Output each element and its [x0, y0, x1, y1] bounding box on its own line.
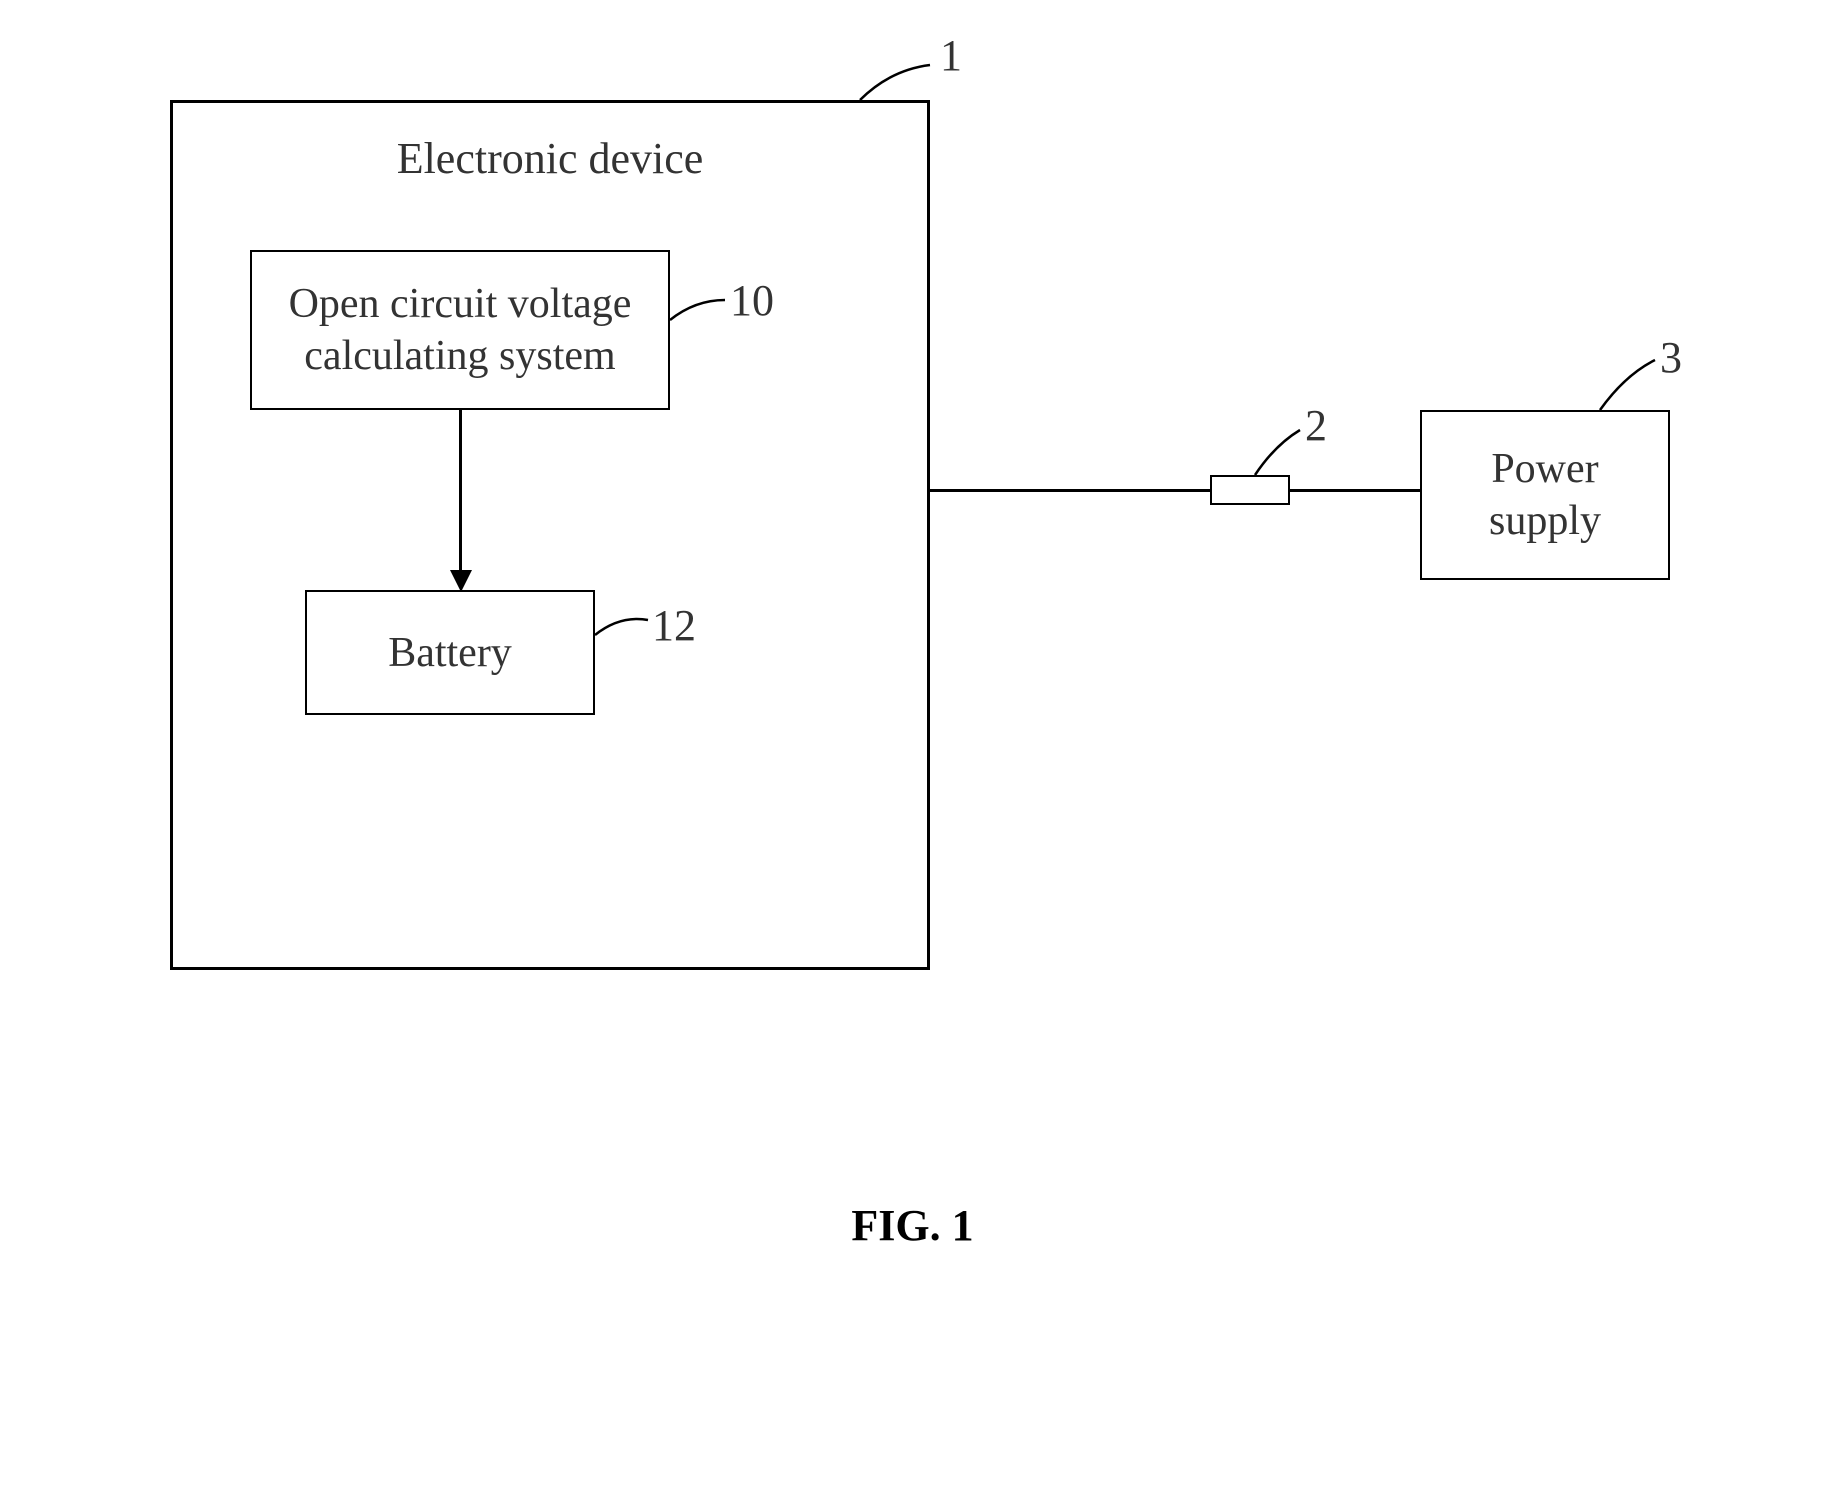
figure-caption: FIG. 1	[0, 1200, 1825, 1251]
leader-lines	[170, 30, 1770, 1030]
ref-label-3: 3	[1660, 332, 1682, 383]
ref-label-12: 12	[652, 600, 696, 651]
ref-label-1: 1	[940, 30, 962, 81]
diagram-area: Electronic device Open circuit voltage c…	[170, 100, 1670, 1200]
ref-label-10: 10	[730, 275, 774, 326]
ref-label-2: 2	[1305, 400, 1327, 451]
